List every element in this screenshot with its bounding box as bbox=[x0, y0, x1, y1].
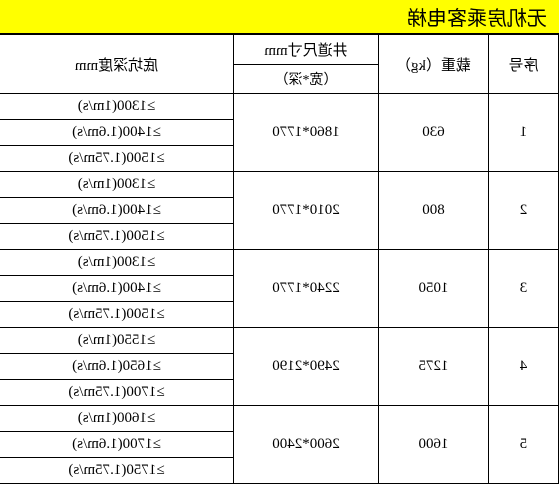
cell-depth: ≥1500(1.75m/s) bbox=[0, 302, 234, 328]
title-bar: 无机房乘客电梯 bbox=[0, 0, 559, 34]
cell-depth: ≥1300(1m/s) bbox=[0, 94, 234, 120]
cell-load: 800 bbox=[379, 172, 489, 250]
cell-depth: ≥1600(1m/s) bbox=[0, 406, 234, 432]
header-dim-sub: （宽*深） bbox=[234, 65, 379, 94]
cell-seq: 1 bbox=[489, 94, 559, 172]
cell-depth: ≥1650(1.6m/s) bbox=[0, 354, 234, 380]
cell-depth: ≥1750(1.75m/s) bbox=[0, 458, 234, 484]
cell-seq: 4 bbox=[489, 328, 559, 406]
table-row: 16301860*1770≥1300(1m/s) bbox=[0, 94, 559, 120]
table-row: 516002600*2400≥1600(1m/s) bbox=[0, 406, 559, 432]
cell-seq: 2 bbox=[489, 172, 559, 250]
cell-dim: 2490*2190 bbox=[234, 328, 379, 406]
cell-dim: 2240*1770 bbox=[234, 250, 379, 328]
cell-depth: ≥1400(1.6m/s) bbox=[0, 276, 234, 302]
header-depth: 底坑深度mm bbox=[0, 35, 234, 94]
cell-load: 630 bbox=[379, 94, 489, 172]
cell-depth: ≥1550(1m/s) bbox=[0, 328, 234, 354]
cell-dim: 2010*1770 bbox=[234, 172, 379, 250]
cell-depth: ≥1400(1.6m/s) bbox=[0, 120, 234, 146]
header-dim-top: 井道尺寸mm bbox=[234, 35, 379, 65]
cell-depth: ≥1300(1m/s) bbox=[0, 250, 234, 276]
table-row: 28002010*1770≥1300(1m/s) bbox=[0, 172, 559, 198]
table-row: 310502240*1770≥1300(1m/s) bbox=[0, 250, 559, 276]
elevator-spec-table: 序号 载重（kg） 井道尺寸mm 底坑深度mm （宽*深） 16301860*1… bbox=[0, 34, 559, 484]
cell-seq: 5 bbox=[489, 406, 559, 484]
cell-depth: ≥1500(1.75m/s) bbox=[0, 146, 234, 172]
cell-depth: ≥1300(1m/s) bbox=[0, 172, 234, 198]
cell-load: 1050 bbox=[379, 250, 489, 328]
cell-dim: 2600*2400 bbox=[234, 406, 379, 484]
cell-load: 1275 bbox=[379, 328, 489, 406]
cell-dim: 1860*1770 bbox=[234, 94, 379, 172]
header-seq: 序号 bbox=[489, 35, 559, 94]
cell-load: 1600 bbox=[379, 406, 489, 484]
page-title: 无机房乘客电梯 bbox=[407, 2, 547, 31]
header-row: 序号 载重（kg） 井道尺寸mm 底坑深度mm bbox=[0, 35, 559, 65]
header-load: 载重（kg） bbox=[379, 35, 489, 94]
cell-depth: ≥1500(1.75m/s) bbox=[0, 224, 234, 250]
table-row: 412752490*2190≥1550(1m/s) bbox=[0, 328, 559, 354]
cell-seq: 3 bbox=[489, 250, 559, 328]
cell-depth: ≥1700(1.6m/s) bbox=[0, 432, 234, 458]
cell-depth: ≥1400(1.6m/s) bbox=[0, 198, 234, 224]
cell-depth: ≥1700(1.75m/s) bbox=[0, 380, 234, 406]
